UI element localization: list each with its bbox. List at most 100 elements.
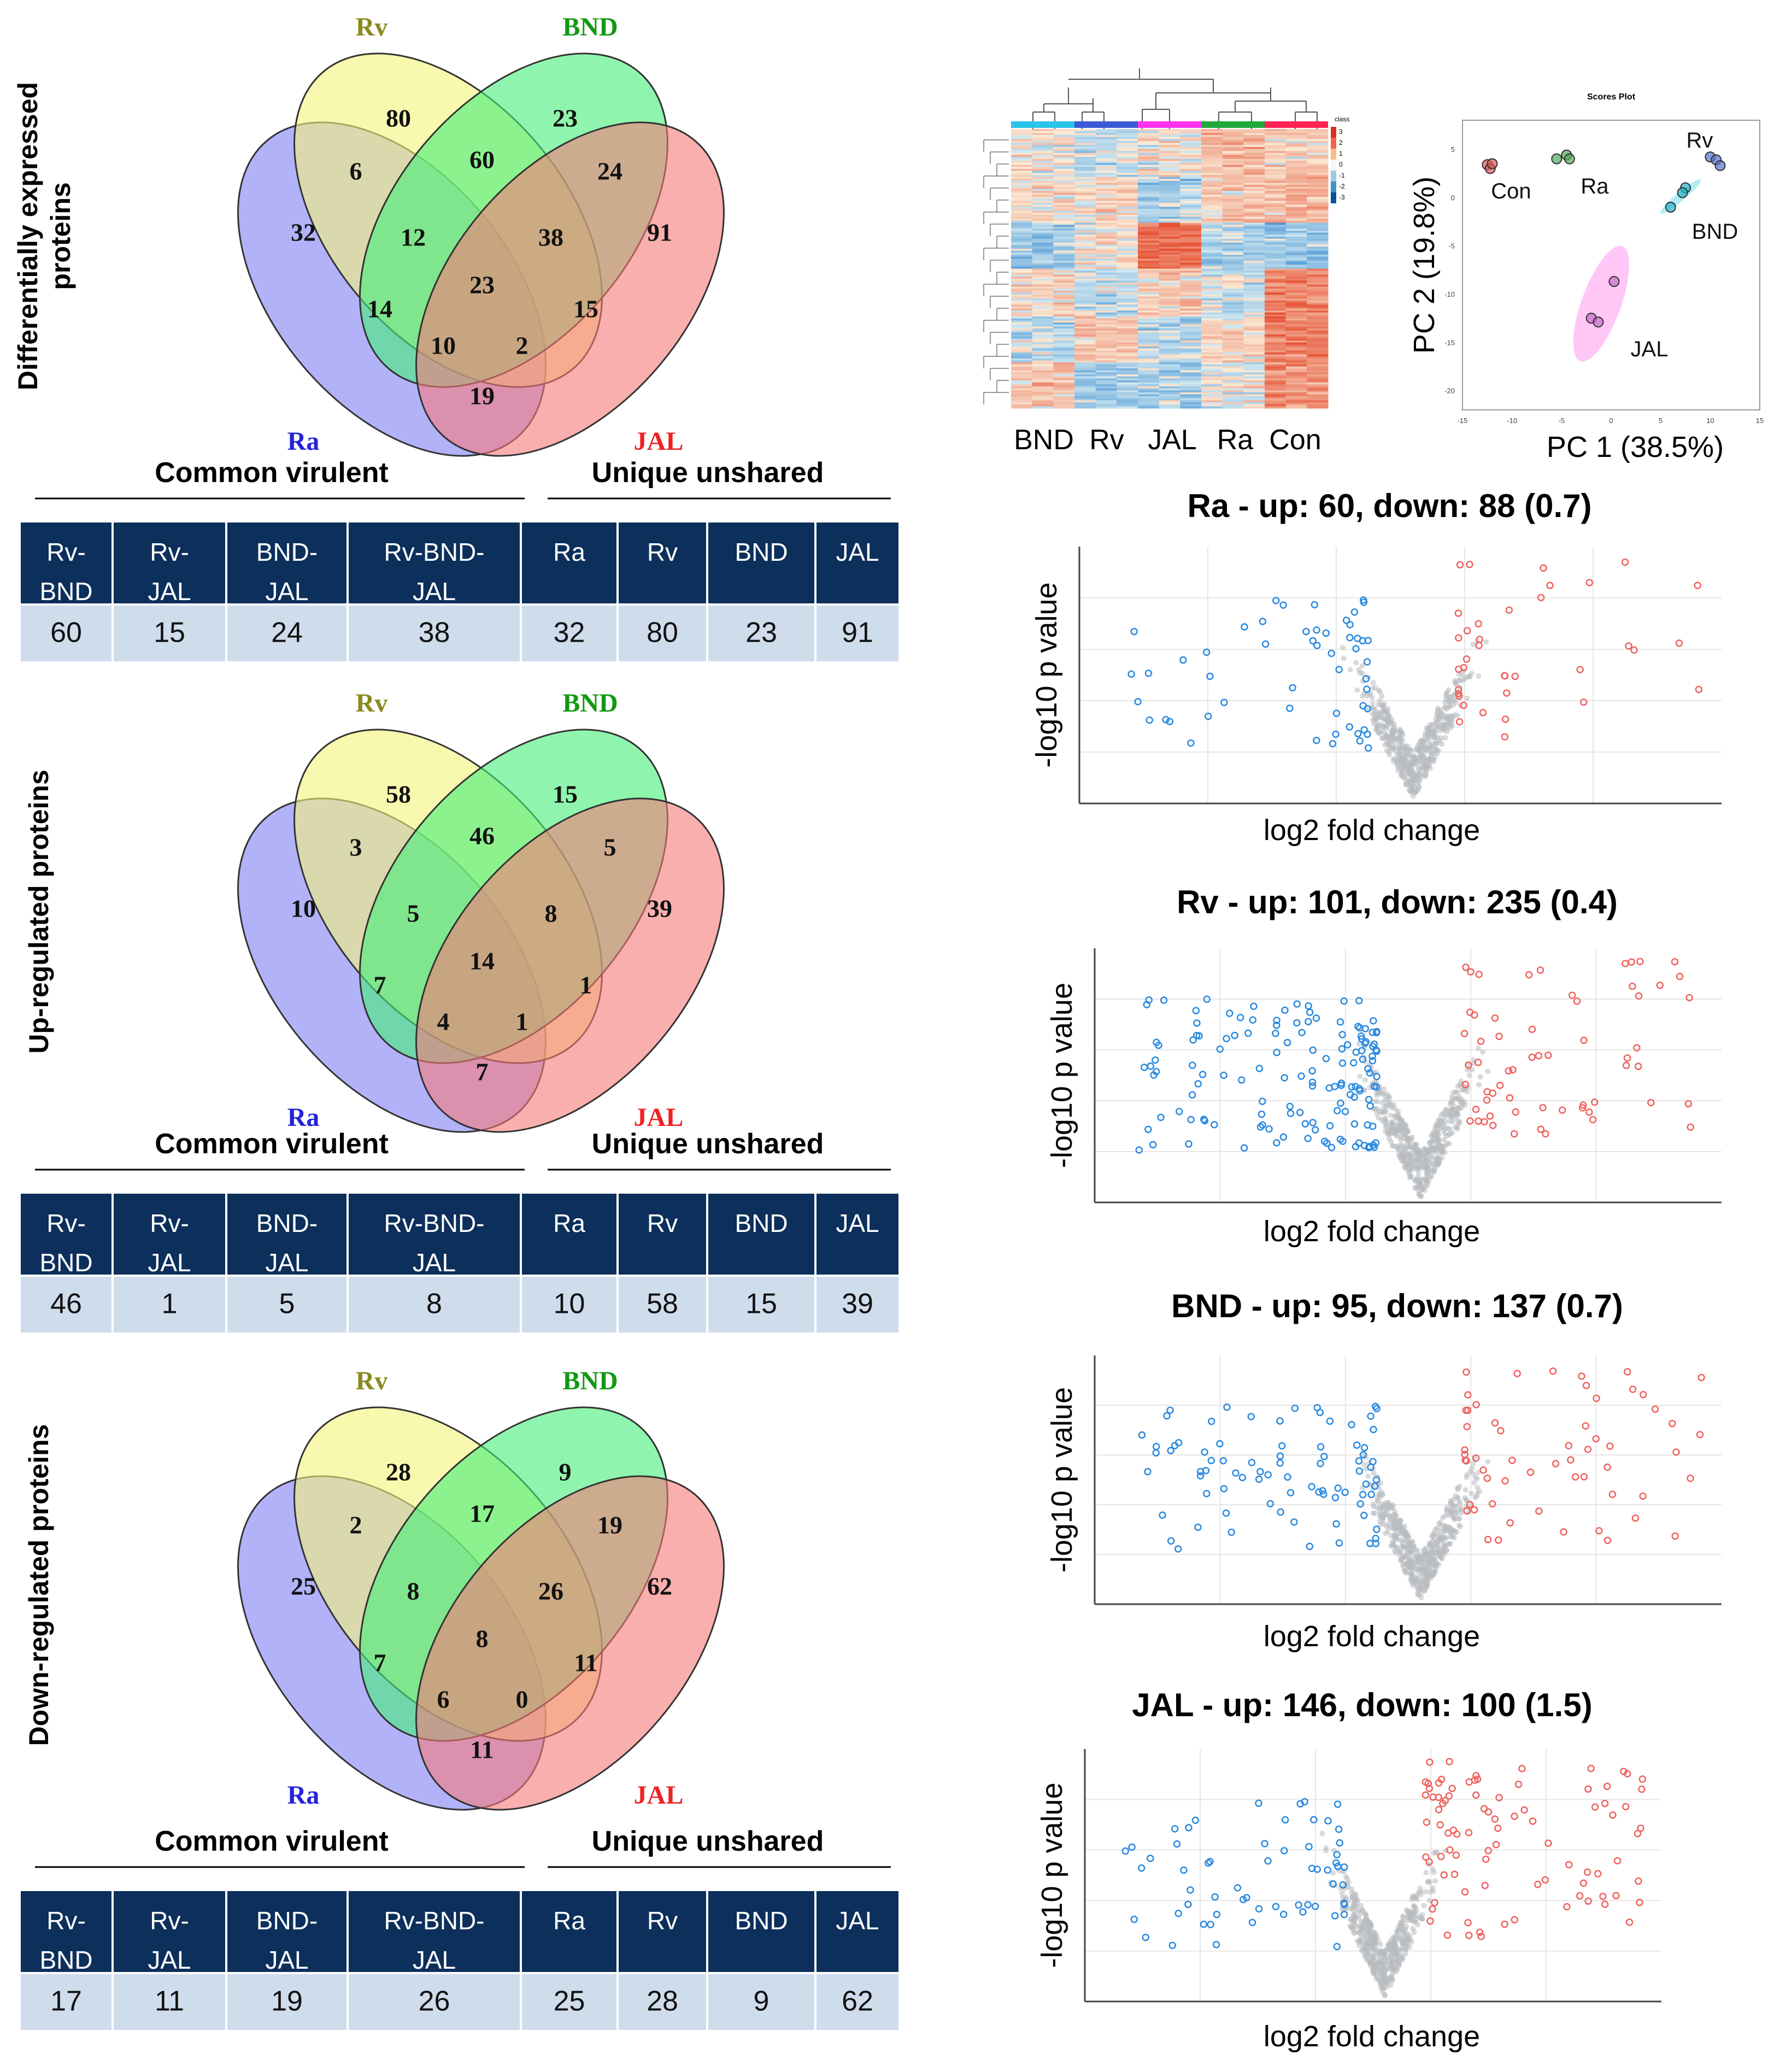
heatmap-cell bbox=[1265, 337, 1286, 339]
heatmap-cell bbox=[1117, 291, 1138, 293]
heatmap-cell bbox=[1117, 402, 1138, 404]
heatmap-cell bbox=[1096, 298, 1117, 301]
heatmap-cell bbox=[1265, 205, 1286, 207]
heatmap-cell bbox=[1011, 233, 1032, 235]
heatmap-cell bbox=[1074, 406, 1096, 408]
heatmap-cell bbox=[1286, 372, 1307, 374]
heatmap-cell bbox=[1138, 328, 1159, 331]
heatmap-cell bbox=[1223, 237, 1244, 239]
heatmap-cell bbox=[1223, 310, 1244, 313]
volcano-point-ns bbox=[1485, 1459, 1490, 1465]
heatmap-cell bbox=[1265, 189, 1286, 191]
heatmap-cell bbox=[1307, 283, 1328, 285]
volcano-point-ns bbox=[1455, 1126, 1460, 1131]
heatmap-cell bbox=[1053, 344, 1074, 347]
heatmap-cell bbox=[1307, 297, 1328, 299]
heatmap-cell bbox=[1096, 314, 1117, 316]
heatmap-cell bbox=[1096, 253, 1117, 255]
pca-ylabel-group: PC 2 (19.8%) bbox=[1408, 177, 1441, 354]
heatmap-cell bbox=[1243, 344, 1265, 347]
heatmap-cell bbox=[1265, 203, 1286, 205]
heatmap-cell bbox=[1201, 149, 1223, 151]
heatmap-cell bbox=[1053, 145, 1074, 147]
heatmap-cell bbox=[1138, 245, 1159, 247]
heatmap-cell bbox=[1074, 213, 1096, 215]
heatmap-cell bbox=[1053, 143, 1074, 145]
heatmap-cell bbox=[1011, 183, 1032, 185]
heatmap-cell bbox=[1117, 310, 1138, 313]
heatmap-cell bbox=[1032, 390, 1054, 392]
heatmap-cell bbox=[1096, 392, 1117, 395]
volcano-point-ns bbox=[1359, 1948, 1365, 1953]
heatmap-cell bbox=[1180, 207, 1201, 209]
venn-count-ra-rv-jal: 2 bbox=[516, 332, 528, 360]
volcano-point-ns bbox=[1448, 1509, 1454, 1515]
heatmap-cell bbox=[1138, 365, 1159, 367]
heatmap-cell bbox=[1243, 269, 1265, 271]
heatmap-cell bbox=[1011, 402, 1032, 404]
heatmap-cell bbox=[1117, 234, 1138, 237]
heatmap-cell bbox=[1053, 189, 1074, 191]
heatmap-cell bbox=[1117, 298, 1138, 301]
heatmap-cell bbox=[1096, 383, 1117, 385]
pca-point-con bbox=[1487, 159, 1497, 169]
table-header-label: BND bbox=[39, 1248, 92, 1277]
heatmap-cell bbox=[1011, 245, 1032, 247]
heatmap-scale-swatch bbox=[1331, 138, 1336, 149]
volcano-point-ns bbox=[1380, 703, 1385, 708]
heatmap-cell bbox=[1159, 203, 1180, 205]
heatmap-cell bbox=[1138, 320, 1159, 322]
heatmap-cell bbox=[1032, 338, 1054, 341]
heatmap-cell bbox=[1032, 392, 1054, 395]
heatmap-cell bbox=[1286, 362, 1307, 365]
heatmap-cell bbox=[1180, 223, 1201, 225]
heatmap-cell bbox=[1286, 392, 1307, 395]
heatmap-cell bbox=[1053, 389, 1074, 391]
heatmap-cell bbox=[1265, 209, 1286, 211]
volcano-point-ns bbox=[1425, 1183, 1430, 1188]
heatmap-cell bbox=[1117, 263, 1138, 265]
heatmap-cell bbox=[1223, 380, 1244, 383]
heatmap-cell bbox=[1117, 360, 1138, 362]
heatmap-cell bbox=[1074, 263, 1096, 265]
heatmap-cell bbox=[1307, 374, 1328, 377]
volcano-point-ns bbox=[1426, 1879, 1431, 1884]
heatmap-cell bbox=[1223, 277, 1244, 279]
heatmap-cell bbox=[1074, 301, 1096, 303]
volcano-point-ns bbox=[1431, 1870, 1437, 1875]
volcano-point-ns bbox=[1458, 1501, 1463, 1506]
heatmap-cell bbox=[1032, 251, 1054, 253]
table-header-label: Ra bbox=[553, 538, 585, 566]
heatmap-cell bbox=[1117, 337, 1138, 339]
heatmap-cell bbox=[1243, 246, 1265, 249]
volcano-point-ns bbox=[1431, 1167, 1437, 1173]
heatmap-cell bbox=[1074, 283, 1096, 285]
heatmap-cell bbox=[1180, 271, 1201, 273]
heatmap-cell bbox=[1307, 392, 1328, 395]
heatmap-cell bbox=[1159, 147, 1180, 149]
volcano-point-ns bbox=[1408, 1167, 1413, 1172]
heatmap-cell bbox=[1201, 292, 1223, 295]
venn-label-jal: JAL bbox=[634, 1781, 684, 1810]
heatmap-cell bbox=[1243, 189, 1265, 191]
heatmap-cell bbox=[1096, 246, 1117, 249]
heatmap-cell bbox=[1096, 221, 1117, 223]
volcano-point-ns bbox=[1431, 1888, 1436, 1894]
heatmap-cell bbox=[1159, 165, 1180, 167]
heatmap-cell bbox=[1138, 195, 1159, 197]
volcano-point-ns bbox=[1459, 1088, 1465, 1093]
heatmap-cell bbox=[1180, 400, 1201, 402]
heatmap-cell bbox=[1074, 219, 1096, 221]
heatmap-cell bbox=[1053, 347, 1074, 349]
heatmap-cell bbox=[1223, 151, 1244, 153]
heatmap-cell bbox=[1159, 205, 1180, 207]
heatmap-cell bbox=[1117, 344, 1138, 347]
heatmap-cell bbox=[1032, 289, 1054, 291]
heatmap-cell bbox=[1053, 326, 1074, 328]
volcano-point-ns bbox=[1399, 1957, 1405, 1962]
heatmap-cell bbox=[1159, 374, 1180, 377]
heatmap-cell bbox=[1286, 334, 1307, 337]
heatmap-cell bbox=[1053, 239, 1074, 241]
heatmap-cell bbox=[1307, 187, 1328, 189]
heatmap-cell bbox=[1117, 209, 1138, 211]
